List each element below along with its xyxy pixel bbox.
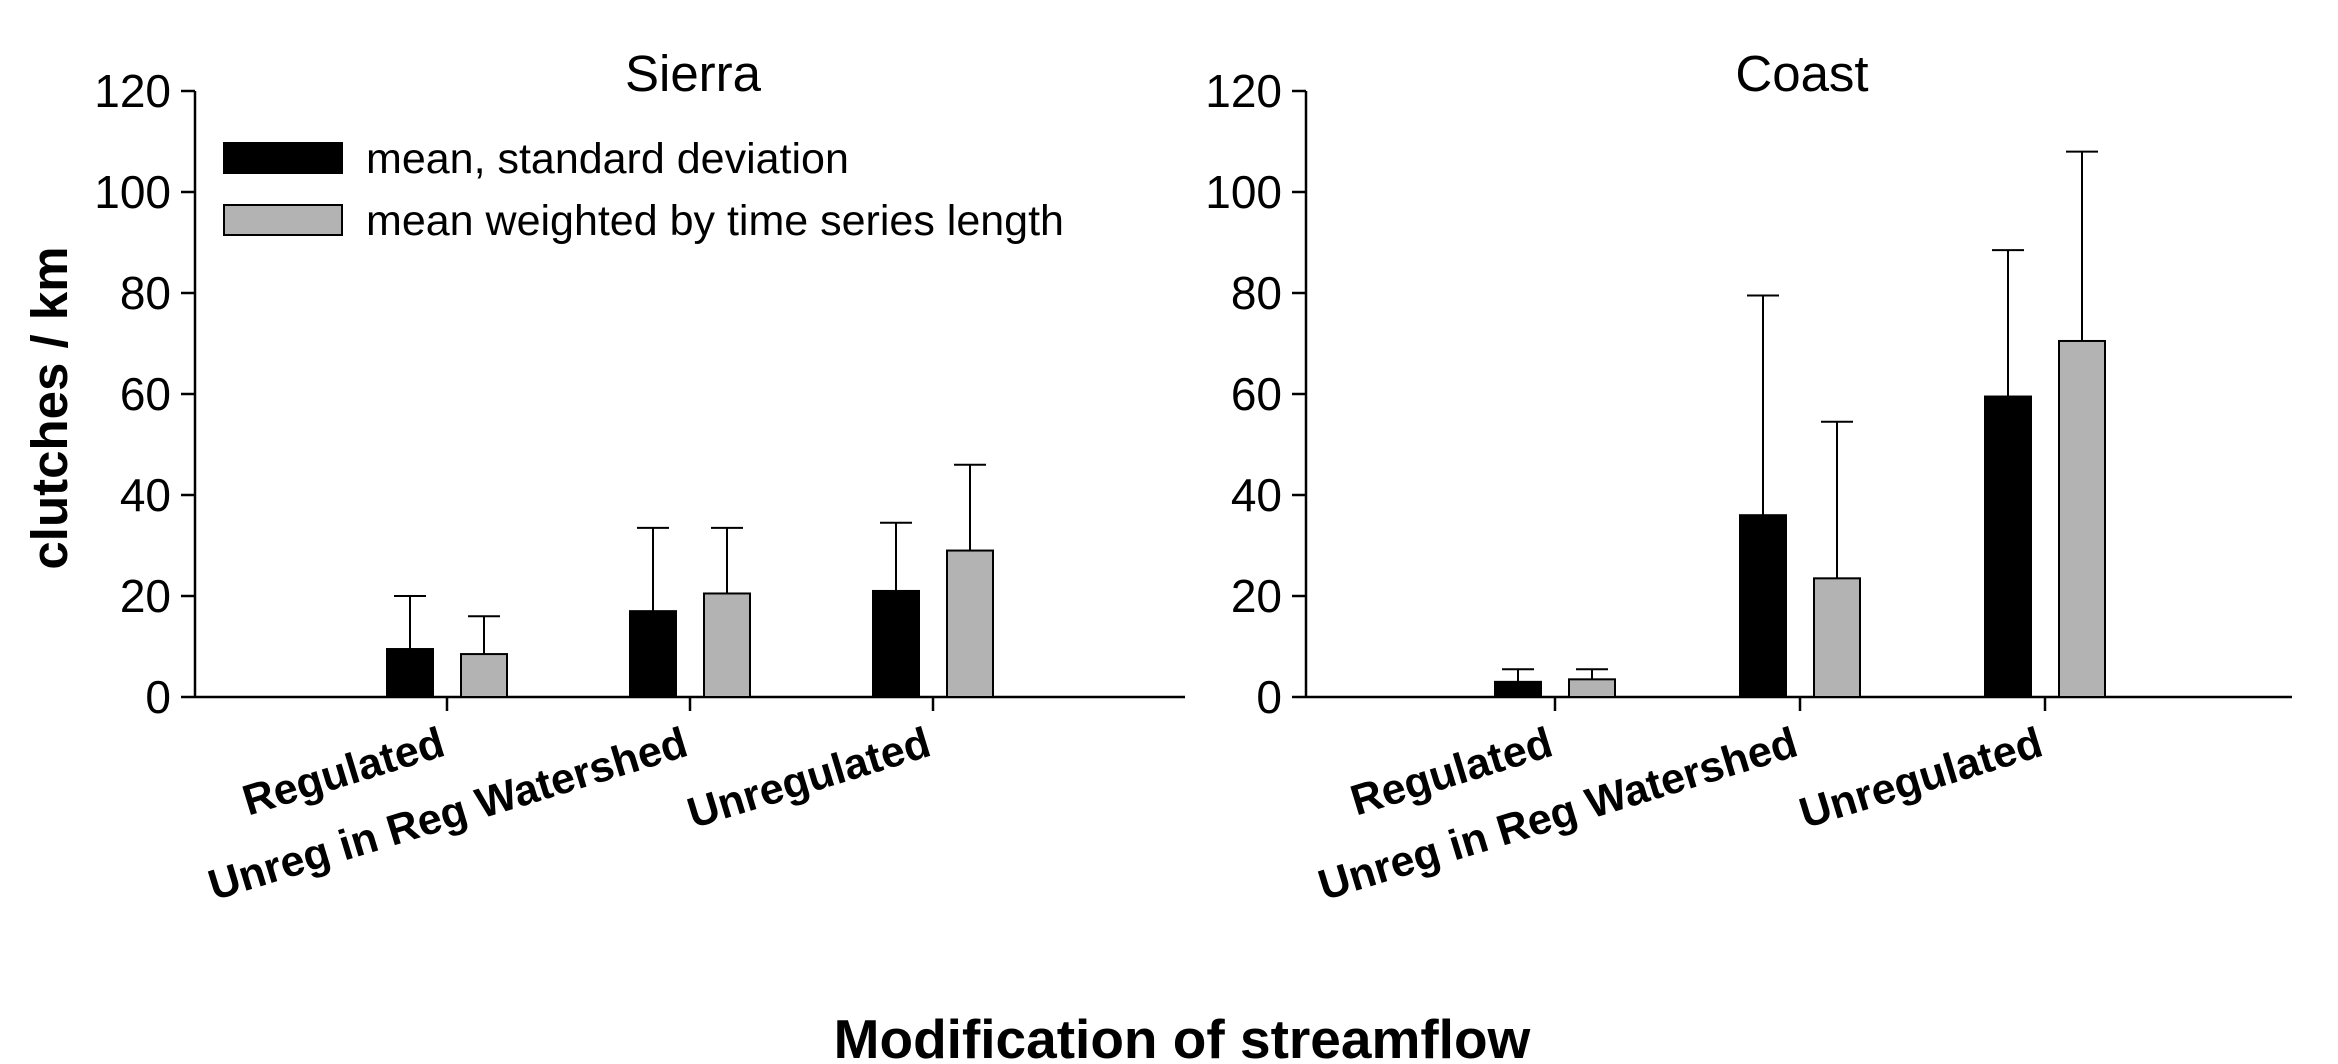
x-axis-label: Modification of streamflow xyxy=(834,1008,1531,1064)
coast-title: Coast xyxy=(1735,45,1868,102)
coast-category-label: Unregulated xyxy=(1794,719,2048,838)
sierra-title: Sierra xyxy=(625,45,762,102)
sierra-bar-mean-sd xyxy=(629,610,677,699)
legend-label-mean-sd: mean, standard deviation xyxy=(366,135,849,183)
legend-swatch-weighted-mean xyxy=(223,204,343,236)
coast-y-tick-label: 100 xyxy=(1205,166,1282,218)
sierra-y-tick-label: 20 xyxy=(120,570,171,622)
sierra-bar-mean-sd xyxy=(872,589,920,699)
sierra-y-tick-label: 60 xyxy=(120,368,171,420)
sierra-category-label: Unregulated xyxy=(682,719,936,838)
sierra-bar-weighted-mean xyxy=(703,592,751,698)
coast-bar-mean-sd xyxy=(1739,514,1787,699)
coast-bar-mean-sd xyxy=(1494,680,1542,698)
coast-bar-mean-sd xyxy=(1984,395,2032,698)
coast-y-tick-label: 20 xyxy=(1231,570,1282,622)
legend-label-weighted-mean: mean weighted by time series length xyxy=(366,197,1064,245)
coast-y-tick-label: 0 xyxy=(1256,671,1282,723)
sierra-bar-weighted-mean xyxy=(460,653,508,699)
legend-swatch-mean-sd xyxy=(223,142,343,174)
sierra-y-tick-label: 0 xyxy=(145,671,171,723)
coast-y-tick-label: 40 xyxy=(1231,469,1282,521)
coast-bar-weighted-mean xyxy=(1568,678,1616,699)
coast-bar-weighted-mean xyxy=(2058,339,2106,698)
sierra-bar-mean-sd xyxy=(386,648,434,699)
sierra-y-tick-label: 100 xyxy=(94,166,171,218)
coast-y-tick-label: 80 xyxy=(1231,267,1282,319)
coast-y-tick-label: 120 xyxy=(1205,65,1282,117)
sierra-y-tick-label: 40 xyxy=(120,469,171,521)
sierra-y-tick-label: 80 xyxy=(120,267,171,319)
coast-bar-weighted-mean xyxy=(1813,577,1861,699)
y-axis-label: clutches / km xyxy=(21,246,78,569)
legend: mean, standard deviation mean weighted b… xyxy=(223,135,1064,245)
sierra-y-tick-label: 120 xyxy=(94,65,171,117)
coast-y-tick-label: 60 xyxy=(1231,368,1282,420)
sierra-bar-weighted-mean xyxy=(946,549,994,698)
